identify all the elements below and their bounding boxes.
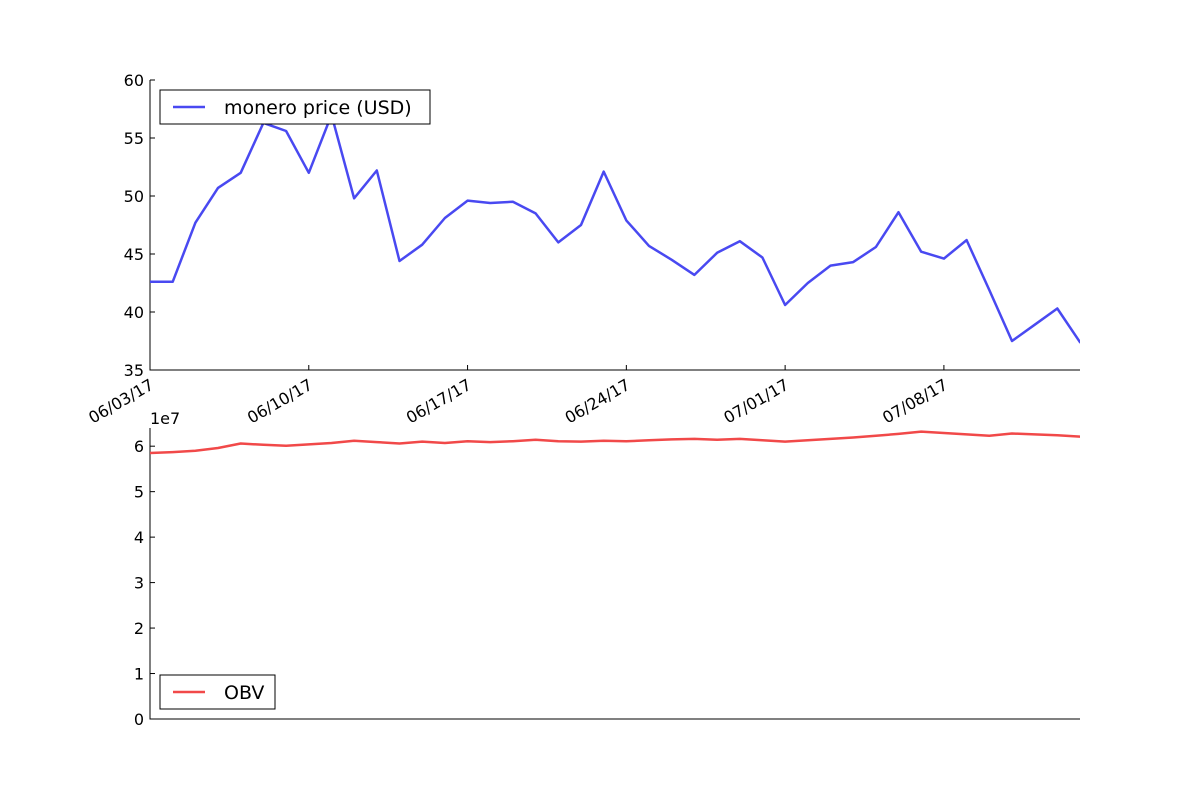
- y-tick-label: 5: [134, 483, 144, 502]
- x-tick-label: 06/10/17: [244, 375, 316, 427]
- legend-label: OBV: [224, 682, 264, 704]
- legend: monero price (USD): [159, 89, 431, 125]
- y-tick-label: 50: [124, 187, 144, 206]
- x-tick-label: 07/08/17: [879, 375, 951, 427]
- y-tick-label: 55: [124, 129, 144, 148]
- x-tick-label: 07/01/17: [720, 375, 792, 427]
- x-tick-label: 06/03/17: [85, 375, 157, 427]
- legend-label: monero price (USD): [224, 97, 412, 119]
- y-tick-label: 2: [134, 619, 144, 638]
- y-tick-label: 60: [124, 71, 144, 90]
- x-tick-label: 06/24/17: [562, 375, 634, 427]
- y-tick-label: 0: [134, 710, 144, 729]
- y-tick-label: 45: [124, 245, 144, 264]
- price-series-line: [150, 113, 1080, 344]
- obv-panel: 0 1 2 3 4 5 6 1e7 OBV: [134, 409, 1080, 729]
- y-tick-label: 4: [134, 528, 144, 547]
- y-tick-label: 40: [124, 303, 144, 322]
- legend: OBV: [159, 674, 276, 710]
- y-tick-label: 35: [124, 361, 144, 380]
- y-tick-label: 1: [134, 665, 144, 684]
- y-tick-label: 6: [134, 437, 144, 456]
- y-tick-label: 3: [134, 574, 144, 593]
- x-tick-label: 06/17/17: [403, 375, 475, 427]
- axis-spine: [149, 428, 1080, 720]
- y-offset-label: 1e7: [150, 409, 180, 428]
- price-panel: 35 40 45 50 55 60 06/03/17 06/10/17 06/17/17 06/2…: [85, 71, 1080, 427]
- obv-series-line: [150, 430, 1080, 455]
